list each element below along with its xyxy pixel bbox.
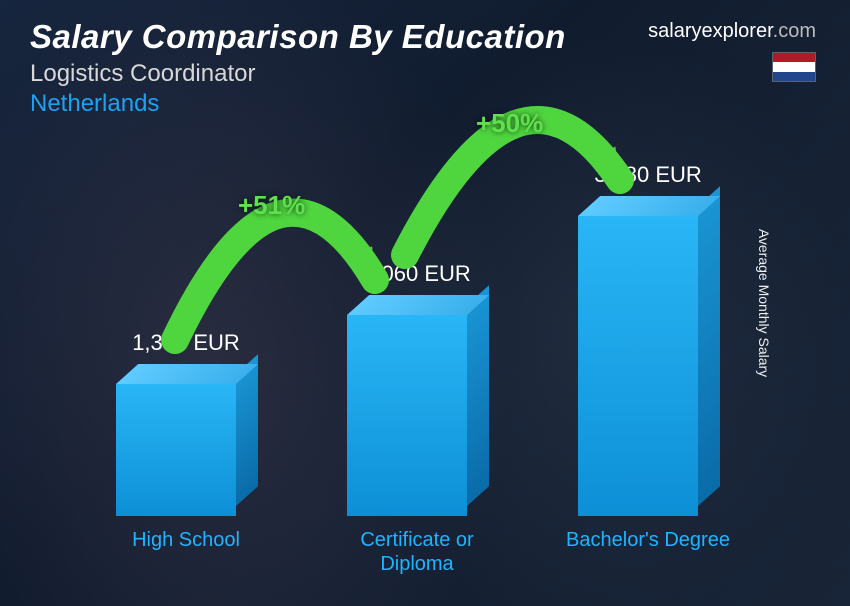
bar-chart: 1,360 EURHigh School2,060 EURCertificate… bbox=[60, 140, 760, 576]
bar-group: 3,080 EURBachelor's Degree bbox=[578, 216, 718, 516]
bar-top-face bbox=[116, 364, 258, 384]
bar-3d bbox=[347, 315, 487, 516]
bar-category-label: Bachelor's Degree bbox=[558, 528, 738, 552]
flag-stripe-bot bbox=[773, 72, 815, 81]
bar-group: 1,360 EURHigh School bbox=[116, 384, 256, 516]
brand-ext: .com bbox=[773, 20, 816, 42]
bar-category-label: Certificate or Diploma bbox=[327, 528, 507, 576]
netherlands-flag-icon bbox=[772, 52, 816, 82]
brand-main: salaryexplorer bbox=[648, 20, 773, 42]
chart-country: Netherlands bbox=[30, 90, 820, 118]
increase-percent-label: +51% bbox=[238, 190, 305, 221]
brand-label: salaryexplorer.com bbox=[648, 20, 816, 43]
bar-3d bbox=[116, 384, 256, 516]
chart-subtitle: Logistics Coordinator bbox=[30, 60, 820, 88]
bar-category-label: High School bbox=[96, 528, 276, 552]
bar-top-face bbox=[347, 295, 489, 315]
bar-top-face bbox=[578, 196, 720, 216]
increase-percent-label: +50% bbox=[476, 108, 543, 139]
bar-front-face bbox=[347, 315, 467, 516]
bar-side-face bbox=[698, 186, 720, 506]
bar-value-label: 2,060 EUR bbox=[317, 261, 517, 287]
bar-side-face bbox=[467, 285, 489, 506]
bar-front-face bbox=[116, 384, 236, 516]
bar-group: 2,060 EURCertificate or Diploma bbox=[347, 315, 487, 516]
bar-front-face bbox=[578, 216, 698, 516]
bar-value-label: 3,080 EUR bbox=[548, 162, 748, 188]
bar-3d bbox=[578, 216, 718, 516]
flag-stripe-mid bbox=[773, 62, 815, 71]
bar-value-label: 1,360 EUR bbox=[86, 330, 286, 356]
flag-stripe-top bbox=[773, 53, 815, 62]
